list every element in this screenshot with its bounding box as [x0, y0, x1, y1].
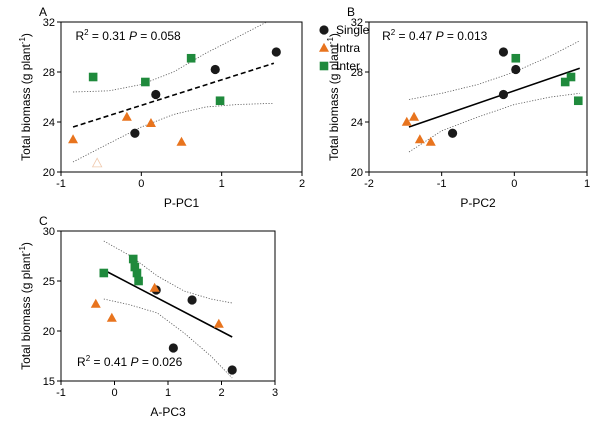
- x-tick-label: 1: [165, 387, 171, 399]
- data-point-single: [130, 128, 140, 138]
- data-point-inter: [511, 53, 521, 63]
- x-tick-label: -2: [364, 178, 374, 190]
- data-point-intra: [414, 134, 425, 144]
- data-point-single: [447, 128, 458, 138]
- data-point-single: [168, 343, 178, 353]
- data-point-intra: [68, 134, 79, 144]
- x-axis-label: P-PC2: [460, 196, 496, 210]
- x-tick-label: -1: [56, 178, 66, 190]
- x-tick-label: 0: [111, 387, 117, 399]
- x-tick-label: 2: [218, 387, 224, 399]
- x-tick-label: 2: [299, 178, 305, 190]
- data-point-inter: [88, 72, 98, 82]
- x-axis-label: P-PC1: [164, 196, 200, 210]
- legend-marker-inter: [319, 61, 329, 71]
- panel-b: B -2 -1 0 1 20 24 28 32 P-PC2 Total biomass (g pla…: [326, 5, 590, 210]
- data-point-inter: [573, 96, 583, 106]
- data-point-single: [151, 89, 161, 100]
- stats-annotation: R2 = 0.31 P = 0.058: [75, 28, 181, 43]
- data-point-intra: [145, 118, 156, 128]
- data-point-inter: [560, 77, 570, 87]
- data-point-intra: [213, 318, 224, 328]
- plot-area: [103, 240, 233, 379]
- data-point-single: [227, 365, 237, 375]
- y-tick-label: 32: [43, 17, 55, 29]
- y-tick-label: 24: [351, 117, 363, 129]
- y-tick-label: 32: [351, 17, 363, 29]
- legend-label-single: Single: [336, 23, 370, 37]
- legend: Single Intra Inter: [319, 23, 370, 73]
- y-axis-label: Total biomass (g plant-1): [18, 33, 33, 161]
- y-tick-label: 28: [351, 67, 363, 79]
- x-tick-label: 0: [511, 178, 517, 190]
- data-point-single: [210, 64, 220, 75]
- y-axis-label: Total biomass (g plant-1): [18, 242, 33, 370]
- legend-label-intra: Intra: [336, 41, 360, 55]
- regression-line: [408, 67, 580, 128]
- data-point-intra: [90, 298, 101, 308]
- ci-lower: [408, 92, 580, 153]
- data-point-inter: [128, 254, 138, 264]
- data-point-intra: [121, 111, 132, 121]
- data-point-single: [271, 47, 281, 57]
- panel-c: C -1 0 1 2 3 15 20 25 30 A-PC3 Total biomass (g pla…: [18, 214, 278, 419]
- y-tick-label: 20: [351, 167, 363, 179]
- panel-a: A -1 0 1 2 20 24 28 32 P-PC1 Total biomass (g plan…: [18, 5, 305, 210]
- x-tick-label: 3: [272, 387, 278, 399]
- regression-line: [103, 269, 233, 338]
- panel-label: B: [347, 5, 355, 19]
- x-tick-label: 1: [219, 178, 225, 190]
- data-point-outline: [91, 157, 103, 168]
- data-point-intra: [149, 282, 160, 292]
- legend-marker-intra: [319, 42, 329, 52]
- plot-frame: [368, 21, 588, 173]
- data-point-inter: [130, 262, 140, 272]
- y-tick-label: 24: [43, 117, 55, 129]
- data-point-single: [498, 89, 509, 100]
- y-tick-label: 15: [43, 376, 55, 388]
- y-tick-label: 25: [43, 276, 55, 288]
- data-point-intra: [409, 111, 420, 121]
- ci-lower: [103, 298, 233, 379]
- x-tick-label: 0: [138, 178, 144, 190]
- data-point-single: [511, 64, 521, 75]
- y-tick-label: 30: [43, 226, 55, 238]
- y-tick-label: 28: [43, 67, 55, 79]
- x-axis-label: A-PC3: [150, 405, 186, 419]
- plot-area: [72, 22, 275, 163]
- x-tick-label: 1: [584, 178, 590, 190]
- ci-upper: [408, 40, 580, 100]
- y-axis-label: Total biomass (g plant-1): [326, 33, 341, 161]
- stats-annotation: R2 = 0.41 P = 0.026: [77, 354, 183, 369]
- x-tick-label: -1: [56, 387, 66, 399]
- data-point-intra: [106, 312, 117, 322]
- data-point-inter: [566, 72, 576, 82]
- data-point-intra: [176, 136, 187, 146]
- ci-upper: [72, 22, 268, 93]
- y-tick-label: 20: [43, 326, 55, 338]
- data-point-inter: [186, 53, 196, 63]
- data-point-single: [498, 47, 509, 57]
- data-point-inter: [141, 77, 150, 87]
- y-tick-label: 20: [43, 167, 55, 179]
- legend-label-inter: Inter: [336, 59, 360, 73]
- panel-label: A: [39, 5, 47, 19]
- x-tick-label: -1: [437, 178, 447, 190]
- data-point-intra: [401, 116, 412, 126]
- stats-annotation: R2 = 0.47 P = 0.013: [382, 28, 488, 43]
- data-point-inter: [99, 268, 109, 278]
- data-point-inter: [132, 268, 142, 278]
- panel-label: C: [39, 214, 48, 228]
- plot-area: [408, 40, 580, 153]
- data-point-single: [187, 295, 197, 305]
- regression-line: [72, 62, 275, 128]
- data-point-inter: [134, 276, 143, 286]
- data-point-intra: [425, 136, 436, 146]
- ci-upper: [103, 240, 233, 304]
- ci-lower: [72, 102, 274, 163]
- legend-marker-single: [319, 25, 329, 35]
- data-point-inter: [215, 96, 225, 106]
- plot-frame: [60, 21, 303, 173]
